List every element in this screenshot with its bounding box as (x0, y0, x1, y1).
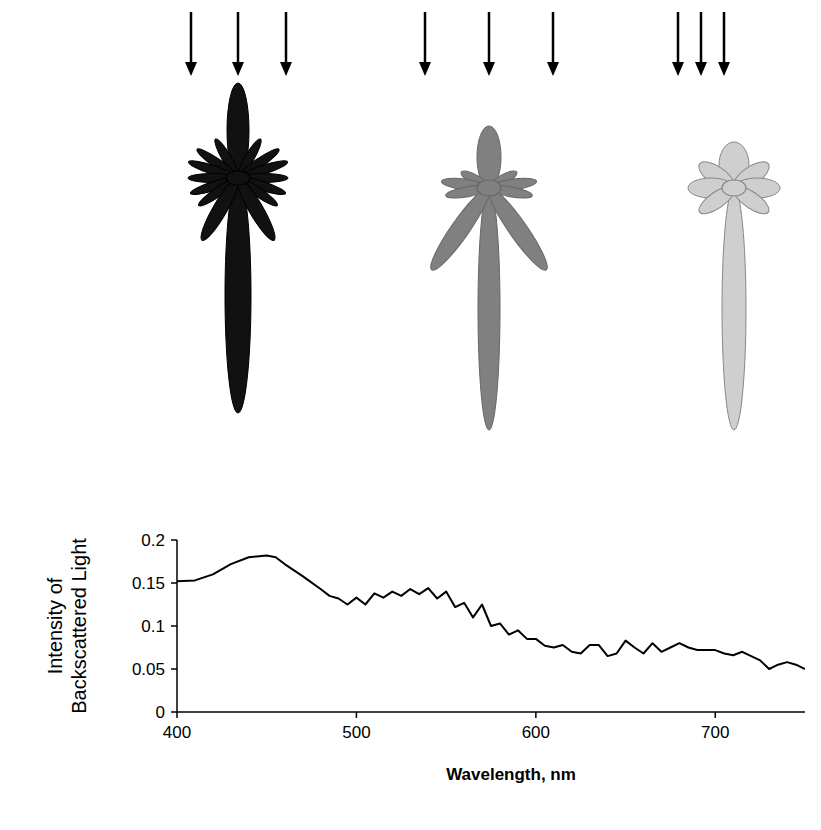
incident-arrow (552, 12, 555, 66)
scattering-pattern (424, 126, 553, 430)
y-tick-label: 0 (156, 703, 165, 722)
y-tick-label: 0.15 (132, 574, 165, 593)
x-tick-label: 400 (163, 723, 191, 742)
incident-arrow (700, 12, 703, 66)
y-tick (171, 539, 177, 541)
lobe (424, 183, 496, 275)
particle (722, 180, 746, 196)
x-tick (715, 712, 717, 718)
x-tick (356, 712, 358, 718)
lobe (225, 178, 251, 413)
incident-arrow (723, 12, 726, 66)
incident-arrow-head (483, 62, 495, 76)
incident-arrow-head (419, 62, 431, 76)
incident-arrow-head (718, 62, 730, 76)
particle (226, 171, 250, 185)
scattering-pattern (688, 142, 780, 430)
incident-arrow-head (185, 62, 197, 76)
x-tick (176, 712, 178, 718)
y-axis-title: Intensity ofBackscattered Light (44, 538, 90, 714)
page: 0 0.05 0.1 0.15 0.2 400 500 600 700 Wavelength, n… (0, 0, 821, 830)
incident-arrow (488, 12, 491, 66)
x-axis-title: Wavelength, nm (446, 765, 576, 784)
lobe (482, 183, 554, 275)
x-axis (177, 711, 805, 713)
incident-arrow (237, 12, 240, 66)
x-tick-label: 500 (342, 723, 370, 742)
incident-arrow-head (280, 62, 292, 76)
incident-arrow-head (695, 62, 707, 76)
particle (477, 180, 501, 196)
incident-arrow-head (672, 62, 684, 76)
x-tick-label: 600 (522, 723, 550, 742)
y-tick (171, 711, 177, 713)
y-tick-label: 0.05 (132, 660, 165, 679)
y-tick (171, 625, 177, 627)
incident-arrow (677, 12, 680, 66)
incident-arrow-head (547, 62, 559, 76)
x-tick (535, 712, 537, 718)
y-axis-title-line: Backscattered Light (68, 538, 90, 714)
scattering-pattern (187, 83, 289, 413)
x-tick-label: 700 (701, 723, 729, 742)
data-line (177, 555, 805, 669)
y-tick (171, 582, 177, 584)
y-tick-label: 0.2 (141, 531, 165, 550)
incident-arrow-head (232, 62, 244, 76)
y-tick (171, 668, 177, 670)
incident-arrow (424, 12, 427, 66)
lobe (478, 188, 500, 430)
lobe (722, 188, 746, 430)
incident-arrow (285, 12, 288, 66)
y-axis-title-line: Intensity of (44, 577, 66, 674)
y-tick-label: 0.1 (141, 617, 165, 636)
plot-area (177, 555, 805, 669)
incident-arrow (190, 12, 193, 66)
